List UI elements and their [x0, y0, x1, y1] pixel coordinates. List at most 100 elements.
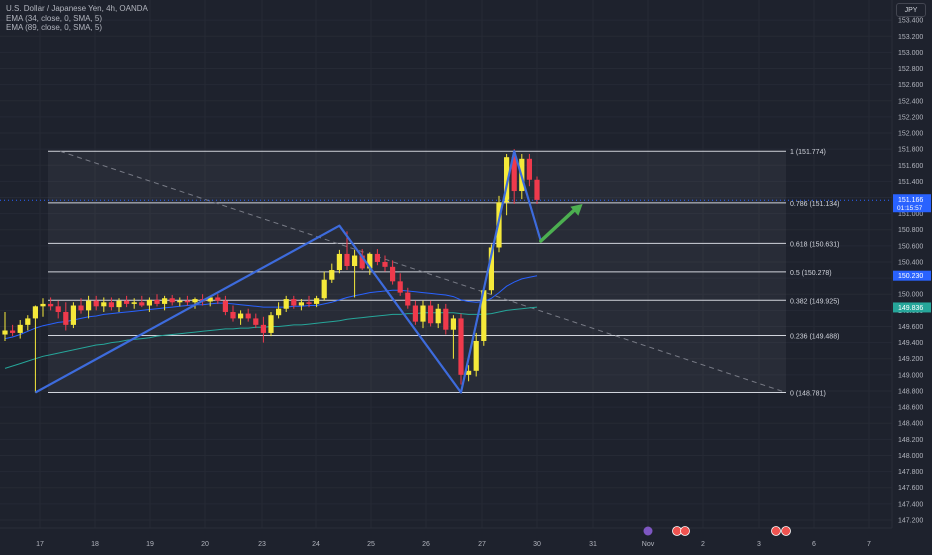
candle-body — [435, 308, 441, 324]
candle-body — [428, 305, 434, 324]
candle-body — [32, 306, 38, 319]
candle-body — [131, 302, 137, 304]
candle-body — [329, 270, 335, 280]
price-tick-label: 147.400 — [898, 501, 923, 508]
projection-arrow-shaft[interactable] — [539, 206, 579, 243]
economic-event-flag-icon[interactable] — [771, 526, 781, 536]
time-tick-label: 26 — [422, 541, 430, 548]
time-tick-label: 31 — [589, 541, 597, 548]
bar-countdown-label: 01:15:57 — [897, 205, 923, 212]
ema34-price-label: 150.230 — [898, 273, 923, 280]
symbol-title[interactable]: U.S. Dollar / Japanese Yen, 4h, OANDA — [6, 4, 148, 13]
price-tick-label: 153.000 — [898, 50, 923, 57]
candle-body — [291, 299, 297, 306]
price-tick-label: 152.200 — [898, 114, 923, 121]
candle-body — [473, 340, 479, 371]
candle-body — [93, 300, 99, 307]
candle-body — [230, 311, 236, 319]
dividend-event-icon[interactable] — [643, 526, 653, 536]
price-tick-label: 152.800 — [898, 66, 923, 73]
time-tick-label: Nov — [642, 541, 655, 548]
candle-body — [268, 315, 274, 333]
candle-body — [526, 158, 532, 180]
projection-drawing[interactable] — [34, 150, 583, 394]
candle-body — [352, 255, 358, 267]
economic-event-flag-icon[interactable] — [680, 526, 690, 536]
ema89-price-tag — [893, 302, 931, 313]
currency-button[interactable]: JPY — [896, 3, 926, 17]
candle-body — [207, 297, 213, 302]
candle-body — [222, 300, 228, 312]
fib-level-label: 0.618 (150.631) — [790, 241, 839, 248]
candle-body — [276, 308, 282, 316]
ema34-legend[interactable]: EMA (34, close, 0, SMA, 5) — [6, 13, 103, 23]
fib-level-label: 0.236 (149.488) — [790, 334, 839, 341]
candle-body — [420, 305, 426, 322]
candle-body — [154, 299, 160, 304]
price-tick-label: 153.200 — [898, 34, 923, 41]
candle-body — [374, 253, 380, 262]
time-tick-label: 3 — [757, 541, 761, 548]
candle-body — [336, 253, 342, 271]
time-tick-label: 20 — [201, 541, 209, 548]
candle-body — [450, 318, 456, 330]
ema89-price-label: 149.836 — [898, 305, 923, 312]
ema89-legend[interactable]: EMA (89, close, 0, SMA, 5) — [6, 23, 103, 32]
candle-body — [390, 266, 396, 282]
fib-level-label: 0.786 (151.134) — [790, 201, 839, 208]
price-tick-label: 147.600 — [898, 485, 923, 492]
fib-level-label: 0.5 (150.278) — [790, 270, 832, 277]
price-tick-label: 152.000 — [898, 131, 923, 138]
candle-body — [146, 299, 152, 306]
price-tick-label: 148.000 — [898, 453, 923, 460]
fib-level-label: 0 (148.781) — [790, 390, 826, 397]
candle-body — [162, 298, 168, 304]
candle-body — [458, 318, 464, 375]
candle-body — [55, 306, 61, 312]
candle-body — [260, 324, 266, 333]
candle-body — [359, 255, 365, 269]
fib-level-label: 1 (151.774) — [790, 149, 826, 156]
candle-body — [17, 324, 23, 333]
time-tick-label: 18 — [91, 541, 99, 548]
chart-legend: U.S. Dollar / Japanese Yen, 4h, OANDA EM… — [6, 4, 148, 33]
candle-body — [344, 253, 350, 267]
candle-body — [488, 247, 494, 291]
time-tick-label: 6 — [812, 541, 816, 548]
candle-body — [101, 302, 107, 307]
price-tick-label: 151.600 — [898, 163, 923, 170]
current-price-label: 151.166 — [898, 197, 923, 204]
candle-body — [63, 311, 69, 325]
candle-body — [298, 302, 304, 306]
candle-body — [481, 290, 487, 341]
economic-event-flag-icon[interactable] — [781, 526, 791, 536]
price-tick-label: 149.400 — [898, 340, 923, 347]
fib-retracement[interactable]: 1 (151.774) 0.786 (151.134) 0.618 (150.631… — [48, 149, 839, 397]
projection-arrow-head[interactable] — [570, 203, 583, 216]
candle-body — [139, 302, 145, 306]
fib-level-label: 0.382 (149.925) — [790, 298, 839, 305]
price-tick-label: 152.400 — [898, 98, 923, 105]
candle-body — [70, 305, 76, 325]
candle-body — [2, 330, 8, 335]
candle-body — [169, 298, 175, 303]
projection-path[interactable] — [34, 150, 542, 394]
candle-body — [283, 299, 289, 309]
price-tick-label: 149.200 — [898, 356, 923, 363]
time-tick-label: 25 — [367, 541, 375, 548]
price-tick-label: 147.800 — [898, 469, 923, 476]
candle-body — [321, 279, 327, 299]
price-tick-label: 149.600 — [898, 324, 923, 331]
candle-body — [504, 157, 510, 203]
candle-body — [40, 303, 46, 307]
candle-body — [367, 253, 373, 269]
price-tick-label: 148.600 — [898, 405, 923, 412]
price-tick-label: 151.400 — [898, 179, 923, 186]
price-tick-label: 148.200 — [898, 437, 923, 444]
fib-trend-line[interactable] — [59, 150, 787, 393]
candle-body — [511, 157, 517, 192]
candle-body — [397, 281, 403, 293]
